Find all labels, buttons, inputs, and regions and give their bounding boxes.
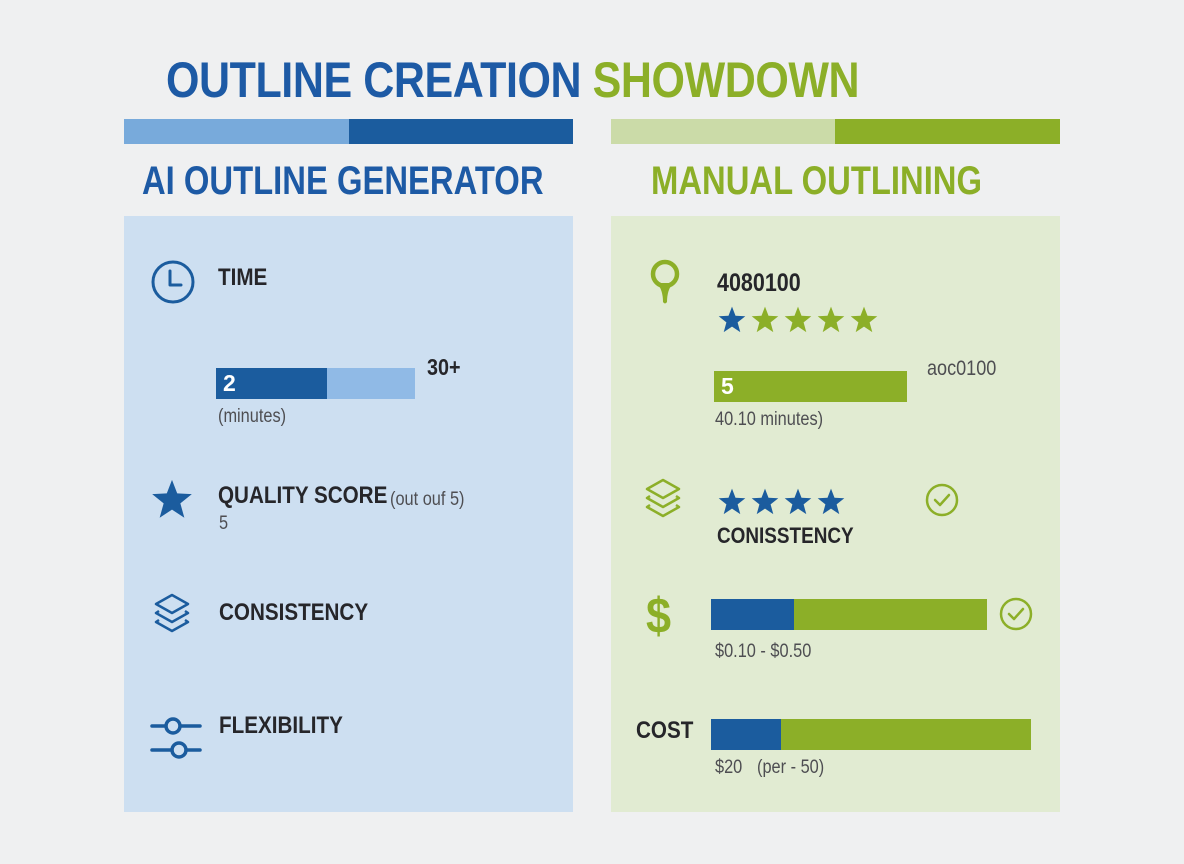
left-header-bar-light [124, 119, 349, 144]
star-icon [784, 306, 812, 333]
price-bar-blue [711, 599, 794, 630]
page-title: OUTLINE CREATION SHOWDOWN [166, 50, 860, 110]
star-icon [718, 488, 746, 515]
dollar-icon: $ [646, 588, 672, 644]
quality-score-heading: QUALITY SCORE [218, 482, 415, 510]
manual-score-stars [718, 306, 878, 333]
left-column-heading: AI OUTLINE GENERATOR [142, 159, 544, 203]
cost-bar-blue [711, 719, 781, 750]
left-header-bar-dark [349, 119, 573, 144]
cost-label: COST [636, 717, 694, 744]
sliders-icon [150, 713, 202, 763]
price-bar-green [794, 599, 987, 630]
star-icon [817, 488, 845, 515]
ai-time-bar-fill: 2 [216, 368, 327, 399]
layers-icon [152, 592, 192, 638]
manual-time-unit: 40.10 minutes) [715, 409, 824, 430]
star-icon [718, 306, 746, 333]
manual-consistency-label: CONIЅSTENCY [717, 523, 854, 548]
star-icon [151, 479, 193, 519]
consistency-label: CONSISTENCY [219, 599, 369, 626]
manual-time-bar: 5 [714, 371, 907, 402]
ai-time-unit: (minutes) [218, 406, 287, 427]
check-circle-icon [999, 597, 1033, 631]
cost-price: $20 [715, 757, 743, 778]
cost-note: (per - 50) [757, 757, 825, 778]
title-part-2: SHOWDOWN [592, 52, 860, 108]
layers-icon [643, 477, 683, 523]
right-header-bar-light [611, 119, 835, 144]
check-circle-icon [925, 483, 959, 517]
manual-score-value: 4080100 [717, 269, 801, 297]
ai-panel [124, 216, 573, 812]
time-label: TIME [218, 264, 268, 291]
star-icon [751, 306, 779, 333]
manual-consistency-stars [718, 488, 845, 515]
right-column-heading: MANUAL OUTLINING [651, 159, 983, 203]
cost-bar-green [781, 719, 1031, 750]
manual-panel [611, 216, 1060, 812]
flexibility-label: FLEXIBILITY [219, 712, 343, 739]
ai-time-max-label: 30+ [427, 354, 461, 380]
title-part-1: OUTLINE CREATION [166, 52, 582, 108]
clock-icon [150, 259, 196, 305]
manual-time-side-label: aoc0100 [927, 357, 997, 380]
quality-score-label: QUALITY SCORE [218, 482, 388, 509]
star-icon [850, 306, 878, 333]
star-icon [751, 488, 779, 515]
map-pin-icon [647, 258, 683, 306]
quality-score-value: 5 [219, 513, 229, 534]
star-icon [784, 488, 812, 515]
quality-score-suffix: (out ouf 5) [390, 489, 465, 510]
star-icon [817, 306, 845, 333]
price-range: $0.10 - $0.50 [715, 641, 812, 662]
right-header-bar-dark [835, 119, 1060, 144]
